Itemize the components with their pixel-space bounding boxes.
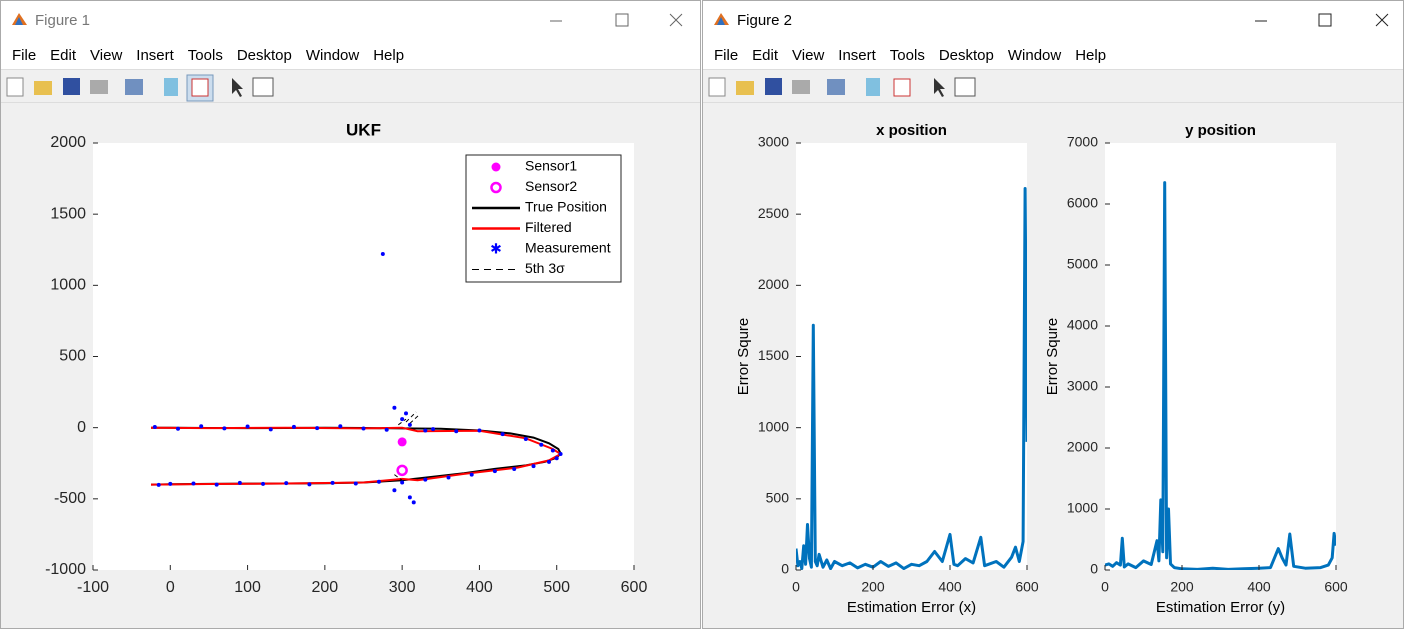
toolbar-icons[interactable] (1, 70, 301, 102)
menu-item[interactable]: Tools (889, 46, 925, 64)
menu-item[interactable]: Tools (187, 46, 223, 64)
menu-bar: File Edit View Insert Tools Desktop Window Help (703, 41, 1403, 70)
app-icon (12, 13, 27, 25)
window-buttons[interactable] (1213, 1, 1403, 41)
menu-item[interactable]: View (90, 46, 123, 64)
menu-item[interactable]: Insert (838, 46, 876, 64)
menu-item[interactable]: Help (1075, 46, 1107, 64)
toolbar-icons[interactable] (703, 70, 1003, 102)
menu-bar: File Edit View Insert Tools Desktop Window Help (1, 41, 700, 70)
menu-item[interactable]: Help (373, 46, 405, 64)
window: Figure 2 File Edit View Insert Tools Desktop W… (702, 0, 1404, 629)
app-icon (714, 13, 729, 25)
menu-item[interactable]: View (792, 46, 825, 64)
window-buttons[interactable] (510, 1, 700, 41)
menu-item[interactable]: Edit (50, 46, 77, 64)
menu-item[interactable]: Window (1007, 46, 1062, 64)
menu-item[interactable]: Window (305, 46, 360, 64)
menu-item[interactable]: Desktop (938, 46, 994, 64)
menu-item[interactable]: File (714, 46, 739, 64)
toolbar (1, 70, 700, 103)
window-title: Figure 2 (737, 12, 793, 29)
window-title: Figure 1 (35, 12, 91, 29)
menu-item[interactable]: Desktop (236, 46, 292, 64)
title-bar: Figure 2 (703, 1, 1403, 41)
title-bar: Figure 1 (1, 1, 700, 41)
toolbar (703, 70, 1403, 103)
window: Figure 1 File Edit View Insert Tools Desktop W… (0, 0, 701, 629)
menu-item[interactable]: File (12, 46, 37, 64)
menu-item[interactable]: Edit (752, 46, 779, 64)
menu-item[interactable]: Insert (136, 46, 174, 64)
